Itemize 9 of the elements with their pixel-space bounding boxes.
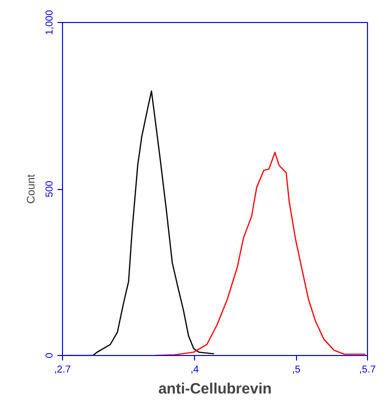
x-tick-label: ,5.7	[359, 364, 376, 376]
y-tick-label: 1,000	[44, 10, 56, 36]
x-tick-label: ,2.7	[54, 364, 72, 376]
x-axis-title: anti-Cellubrevin	[158, 380, 272, 398]
y-tick-label: 500	[44, 180, 56, 198]
y-tick-label: 0	[44, 352, 56, 358]
x-tick-label: ,4	[190, 364, 200, 376]
y-axis-title: Count	[26, 174, 38, 204]
x-tick-label: ,5	[292, 364, 301, 376]
